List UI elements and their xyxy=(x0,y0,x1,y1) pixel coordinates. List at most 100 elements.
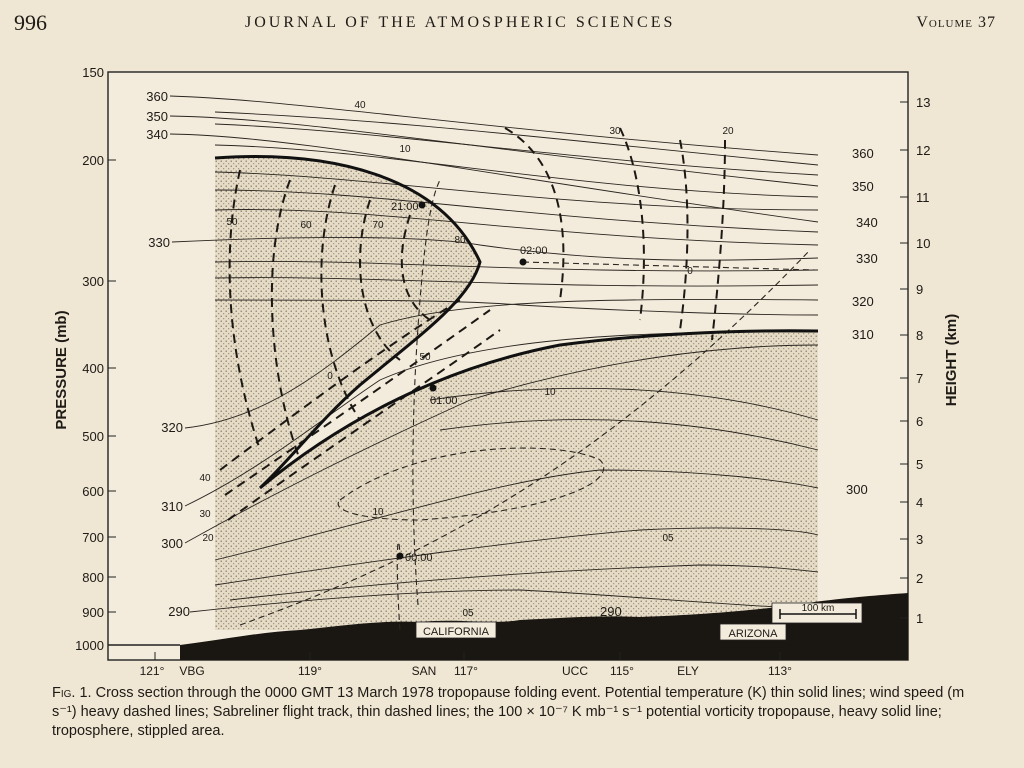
wind-label: 50 xyxy=(419,352,431,363)
x-tick-ucc: UCC xyxy=(562,664,588,678)
flight-time-0000: 00:00 xyxy=(405,552,433,564)
wind-label: 40 xyxy=(199,473,211,484)
pressure-tick-900: 900 xyxy=(82,605,104,620)
scale-bar-label: 100 km xyxy=(802,603,835,614)
cross-section-figure: 150 200 300 400 500 600 700 800 900 1000… xyxy=(53,65,960,678)
troposphere-lower-stipple xyxy=(215,158,260,630)
theta-label-300-right: 300 xyxy=(846,482,868,497)
theta-labels-left: 360 350 340 330 320 310 300 290 xyxy=(146,89,190,619)
theta-label-320-left: 320 xyxy=(161,420,183,435)
height-tick-13: 13 xyxy=(916,95,930,110)
flight-time-0100: 01:00 xyxy=(430,395,458,407)
height-tick-9: 9 xyxy=(916,282,923,297)
wind-label: 50 xyxy=(226,217,238,228)
volume-label: Volume 37 xyxy=(916,14,996,31)
arizona-label-box xyxy=(719,623,787,641)
potential-vorticity-tropopause xyxy=(214,155,819,490)
theta-label-310-left: 310 xyxy=(161,499,183,514)
wind-label: 10 xyxy=(399,144,411,155)
pressure-tick-500: 500 xyxy=(82,429,104,444)
potential-temperature-lines xyxy=(169,95,819,613)
pressure-tick-300: 300 xyxy=(82,274,104,289)
theta-label-290-left: 290 xyxy=(168,604,190,619)
theta-label-360-left: 360 xyxy=(146,89,168,104)
wind-label: 40 xyxy=(354,100,366,111)
theta-label-350-left: 350 xyxy=(146,109,168,124)
theta-label-360-right: 360 xyxy=(852,146,874,161)
x-tick-vbg: VBG xyxy=(179,664,204,678)
wind-label: 70 xyxy=(372,220,384,231)
pressure-tick-200: 200 xyxy=(82,153,104,168)
caption-figure-label: Fig. 1. xyxy=(52,685,92,701)
theta-label-330-right: 330 xyxy=(856,251,878,266)
theta-labels-right: 360 350 340 330 320 310 300 xyxy=(846,146,878,497)
california-label: CALIFORNIA xyxy=(423,626,490,638)
wind-label: 80 xyxy=(454,235,466,246)
wind-label: 30 xyxy=(609,126,621,137)
flight-points xyxy=(396,201,527,560)
flight-point-0000 xyxy=(396,552,404,560)
x-tick-115: 115° xyxy=(610,664,634,678)
height-tick-11: 11 xyxy=(916,190,930,205)
height-tick-4: 4 xyxy=(916,495,923,510)
height-axis-label: HEIGHT (km) xyxy=(943,314,960,407)
pressure-tick-1000: 1000 xyxy=(75,638,104,653)
x-tick-117: 117° xyxy=(454,664,478,678)
scale-bar-box xyxy=(771,602,863,624)
wind-speed-labels: 40 30 20 50 60 70 80 50 40 30 20 10 10 0… xyxy=(199,100,734,619)
height-tick-3: 3 xyxy=(916,532,923,547)
flight-time-labels: 21:00 02:00 01:00 00:00 xyxy=(391,201,548,564)
wind-label: 05 xyxy=(462,608,474,619)
theta-label-300-left: 300 xyxy=(161,536,183,551)
flight-track xyxy=(239,179,816,631)
theta-label-330-left: 330 xyxy=(148,235,170,250)
pressure-tick-600: 600 xyxy=(82,484,104,499)
flight-point-0200 xyxy=(519,258,527,266)
wind-label: 10 xyxy=(544,387,556,398)
caption-text: Cross section through the 0000 GMT 13 Ma… xyxy=(52,685,965,739)
flight-point-2100 xyxy=(418,201,426,209)
journal-title: JOURNAL OF THE ATMOSPHERIC SCIENCES xyxy=(245,14,676,31)
x-tick-san: SAN xyxy=(412,664,437,678)
pressure-tick-400: 400 xyxy=(82,361,104,376)
flight-point-0100 xyxy=(429,384,437,392)
troposphere-stippled-area xyxy=(215,156,818,630)
height-axis: 1 2 3 4 5 6 7 8 9 10 11 12 13 xyxy=(900,95,930,626)
wind-label: 0 xyxy=(687,266,693,277)
pressure-tick-800: 800 xyxy=(82,570,104,585)
height-tick-2: 2 xyxy=(916,571,923,586)
figure-caption: Fig. 1. Cross section through the 0000 G… xyxy=(52,684,972,741)
height-tick-8: 8 xyxy=(916,328,923,343)
pressure-tick-150: 150 xyxy=(82,65,104,80)
height-tick-12: 12 xyxy=(916,143,930,158)
flight-time-2100: 21:00 xyxy=(391,201,419,213)
height-tick-10: 10 xyxy=(916,236,930,251)
page-number: 996 xyxy=(14,10,47,35)
height-tick-7: 7 xyxy=(916,371,923,386)
wind-speed-isotachs xyxy=(219,127,726,521)
wind-label: 10 xyxy=(372,507,384,518)
theta-label-340-left: 340 xyxy=(146,127,168,142)
height-tick-1: 1 xyxy=(916,611,923,626)
arizona-label: ARIZONA xyxy=(729,628,779,640)
wind-label: 60 xyxy=(300,220,312,231)
theta-label-340-right: 340 xyxy=(856,215,878,230)
pressure-axis: 150 200 300 400 500 600 700 800 900 1000 xyxy=(75,65,116,653)
wind-label: 0 xyxy=(327,371,333,382)
wind-label: 20 xyxy=(722,126,734,137)
x-tick-121: 121° xyxy=(140,664,165,678)
pressure-axis-label: PRESSURE (mb) xyxy=(53,310,70,429)
wind-label: 20 xyxy=(202,533,214,544)
x-tick-113: 113° xyxy=(768,664,792,678)
theta-label-290-bottom: 290 xyxy=(600,604,622,619)
pressure-tick-700: 700 xyxy=(82,530,104,545)
height-tick-6: 6 xyxy=(916,414,923,429)
wind-label: 30 xyxy=(199,509,211,520)
height-tick-5: 5 xyxy=(916,457,923,472)
x-axis: 121° VBG 119° SAN 117° UCC 115° ELY 113° xyxy=(140,652,792,678)
flight-time-0200: 02:00 xyxy=(520,245,548,257)
wind-label: 05 xyxy=(662,533,674,544)
california-label-box xyxy=(415,621,497,639)
x-tick-119: 119° xyxy=(298,664,322,678)
theta-label-320-right: 320 xyxy=(852,294,874,309)
